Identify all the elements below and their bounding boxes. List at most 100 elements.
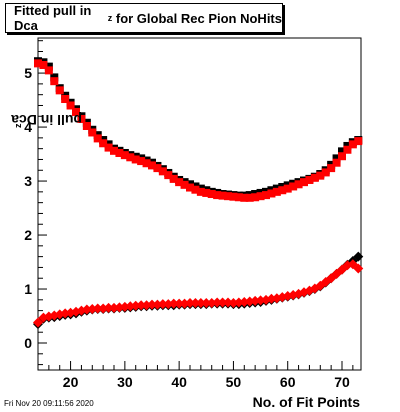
data-point-square bbox=[61, 95, 70, 104]
data-point-square bbox=[44, 66, 53, 75]
data-point-square bbox=[39, 60, 48, 69]
x-tick-label: 30 bbox=[117, 374, 133, 390]
data-point-square bbox=[196, 187, 205, 196]
x-tick-label: 60 bbox=[280, 374, 296, 390]
x-axis-label: No. of Fit Points bbox=[252, 394, 360, 410]
data-point-square bbox=[120, 151, 129, 160]
data-point-square bbox=[332, 154, 341, 163]
data-point-square bbox=[77, 114, 86, 123]
data-point-square bbox=[180, 180, 189, 189]
data-point-square bbox=[234, 193, 243, 202]
data-point-square bbox=[262, 191, 270, 200]
data-point-diamond bbox=[353, 263, 364, 274]
data-point-square bbox=[283, 184, 292, 193]
series-3 bbox=[33, 259, 364, 328]
data-point-square bbox=[251, 193, 260, 202]
data-point-square bbox=[169, 174, 178, 183]
chart-title-main: Fitted pull in Dca bbox=[14, 3, 92, 33]
x-tick-label: 20 bbox=[63, 374, 79, 390]
data-point-square bbox=[202, 188, 211, 197]
data-point-diamond bbox=[174, 298, 185, 309]
data-point-diamond bbox=[147, 299, 157, 310]
data-point-square bbox=[104, 143, 113, 152]
data-point-square bbox=[93, 134, 102, 143]
chart-title-sub: z bbox=[107, 13, 113, 23]
data-point-square bbox=[348, 140, 357, 149]
data-point-square bbox=[245, 193, 254, 202]
data-point-square bbox=[338, 147, 346, 156]
data-point-square bbox=[240, 193, 249, 202]
data-point-square bbox=[267, 189, 276, 198]
timestamp: Fri Nov 20 09:11:56 2020 bbox=[4, 399, 94, 408]
data-point-square bbox=[99, 139, 108, 148]
data-point-square bbox=[272, 187, 281, 196]
data-point-square bbox=[343, 145, 352, 154]
data-point-square bbox=[66, 101, 75, 110]
axis-ticks: 20 30 40 50 60 70 0 1 2 3 4 5 bbox=[24, 40, 354, 390]
data-point-square bbox=[218, 191, 227, 200]
data-point-square bbox=[115, 148, 124, 157]
y-tick-label: 0 bbox=[24, 335, 32, 351]
data-point-square bbox=[278, 186, 287, 195]
x-tick-label: 70 bbox=[334, 374, 350, 390]
data-point-square bbox=[305, 175, 314, 184]
y-axis-label-main: pull in Dca bbox=[11, 112, 82, 128]
data-point-diamond bbox=[168, 298, 179, 309]
data-point-diamond bbox=[136, 300, 147, 311]
data-point-square bbox=[321, 168, 330, 177]
data-point-square bbox=[158, 167, 167, 176]
data-point-square bbox=[72, 107, 80, 116]
data-point-square bbox=[175, 178, 184, 187]
data-point-square bbox=[126, 153, 135, 162]
data-point-square bbox=[88, 128, 97, 137]
data-point-square bbox=[153, 164, 162, 173]
data-point-diamond bbox=[33, 317, 43, 328]
data-point-square bbox=[338, 152, 346, 161]
data-point-square bbox=[300, 178, 308, 187]
data-point-square bbox=[207, 190, 216, 199]
data-point-square bbox=[34, 59, 42, 68]
y-tick-label: 2 bbox=[24, 227, 32, 243]
x-tick-label: 40 bbox=[171, 374, 187, 390]
chart-title: Fitted pull in Dca z for Global Rec Pion … bbox=[5, 3, 283, 33]
y-tick-label: 1 bbox=[24, 281, 32, 297]
data-point-square bbox=[256, 192, 265, 201]
data-point-diamond bbox=[212, 297, 223, 308]
data-point-square bbox=[137, 157, 146, 166]
data-point-square bbox=[164, 171, 173, 180]
x-tick-label: 50 bbox=[226, 374, 242, 390]
data-point-diamond bbox=[217, 297, 228, 308]
y-tick-label: 4 bbox=[24, 119, 32, 135]
y-tick-label: 3 bbox=[24, 173, 32, 189]
data-point-square bbox=[131, 155, 140, 164]
data-point-square bbox=[354, 137, 363, 146]
data-point-square bbox=[327, 164, 336, 173]
data-point-square bbox=[110, 146, 118, 155]
data-point-diamond bbox=[92, 303, 103, 314]
data-point-diamond bbox=[103, 302, 114, 313]
data-point-diamond bbox=[185, 298, 195, 309]
y-tick-label: 5 bbox=[24, 65, 32, 81]
data-point-square bbox=[213, 191, 222, 200]
data-point-diamond bbox=[201, 298, 212, 309]
data-point-square bbox=[224, 192, 232, 201]
data-point-square bbox=[50, 77, 59, 86]
data-point-diamond bbox=[190, 298, 201, 309]
data-point-square bbox=[142, 159, 151, 168]
data-point-square bbox=[316, 171, 325, 180]
data-point-diamond bbox=[157, 299, 168, 310]
y-axis-label: pull in Dca z bbox=[4, 50, 82, 130]
data-point-diamond bbox=[119, 301, 130, 312]
data-point-diamond bbox=[195, 298, 206, 309]
data-point-square bbox=[191, 185, 200, 194]
data-point-square bbox=[294, 180, 303, 189]
chart-title-rest: for Global Rec Pion NoHits bbox=[112, 10, 282, 26]
data-point-square bbox=[186, 183, 194, 192]
data-point-square bbox=[289, 182, 298, 191]
data-marks bbox=[33, 57, 364, 330]
data-point-diamond bbox=[353, 251, 364, 262]
series-1 bbox=[34, 59, 363, 202]
data-point-square bbox=[332, 158, 341, 167]
data-point-square bbox=[229, 192, 238, 201]
